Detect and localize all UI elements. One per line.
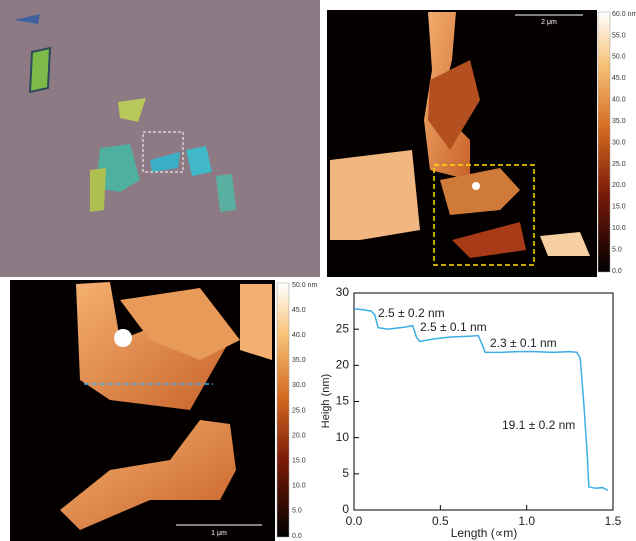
colorbar-label: 25.0 xyxy=(612,161,626,168)
afm-image-b: 2 μm xyxy=(327,10,611,277)
colorbar-label: 40.0 xyxy=(292,332,306,339)
annotation: 2.5 ± 0.1 nm xyxy=(420,320,487,334)
colorbar-label: 10.0 xyxy=(612,225,626,232)
colorbar-label: 35.0 xyxy=(612,118,626,125)
y-tick-label: 10 xyxy=(336,430,350,444)
colorbar-label: 5.0 xyxy=(612,246,622,253)
colorbar-label: 50.0 nm xyxy=(292,282,317,289)
y-tick-label: 5 xyxy=(342,466,349,480)
x-tick-label: 0.5 xyxy=(432,514,449,528)
colorbar-label: 15.0 xyxy=(292,458,306,465)
colorbar-label: 0.0 xyxy=(292,533,302,540)
colorbar-label: 25.0 xyxy=(292,407,306,414)
colorbar-label: 50.0 xyxy=(612,54,626,61)
x-tick-label: 1.5 xyxy=(605,514,622,528)
y-axis-label: Heigh (nm) xyxy=(320,374,332,428)
colorbar-label: 55.0 xyxy=(612,32,626,39)
colorbar-label: 30.0 xyxy=(292,382,306,389)
colorbar-label: 60.0 nm xyxy=(612,11,636,18)
colorbar-label: 45.0 xyxy=(612,75,626,82)
y-tick-label: 25 xyxy=(336,321,350,335)
colorbar-label: 20.0 xyxy=(612,182,626,189)
y-tick-label: 15 xyxy=(336,394,350,408)
colorbar-label: 40.0 xyxy=(612,97,626,104)
scale-bar-label: 2 μm xyxy=(541,19,557,26)
colorbar-label: 35.0 xyxy=(292,357,306,364)
colorbar-label: 30.0 xyxy=(612,139,626,146)
colorbar-label: 20.0 xyxy=(292,432,306,439)
optical-image xyxy=(0,0,320,277)
scale-bar-label: 1 μm xyxy=(211,530,227,537)
afm-image-c: 1 μm xyxy=(10,280,290,541)
annotation: 19.1 ± 0.2 nm xyxy=(502,418,575,432)
colorbar-label: 45.0 xyxy=(292,307,306,314)
colorbar-label: 0.0 xyxy=(612,268,622,275)
annotation: 2.3 ± 0.1 nm xyxy=(490,336,557,350)
x-axis-label: Length (∝m) xyxy=(451,526,518,540)
x-tick-label: 0.0 xyxy=(346,514,363,528)
profile-chart: Length (∝m) Heigh (nm) 2.5 ± 0.2 nm 2.5 … xyxy=(320,292,614,540)
colorbar-label: 15.0 xyxy=(612,204,626,211)
colorbar-label: 5.0 xyxy=(292,508,302,515)
colorbar-label: 10.0 xyxy=(292,483,306,490)
y-tick-label: 0 xyxy=(342,502,349,516)
annotation: 2.5 ± 0.2 nm xyxy=(378,306,445,320)
profile-line xyxy=(353,308,609,492)
y-tick-label: 20 xyxy=(336,358,350,372)
x-tick-label: 1.0 xyxy=(518,514,535,528)
y-tick-label: 30 xyxy=(336,285,350,299)
